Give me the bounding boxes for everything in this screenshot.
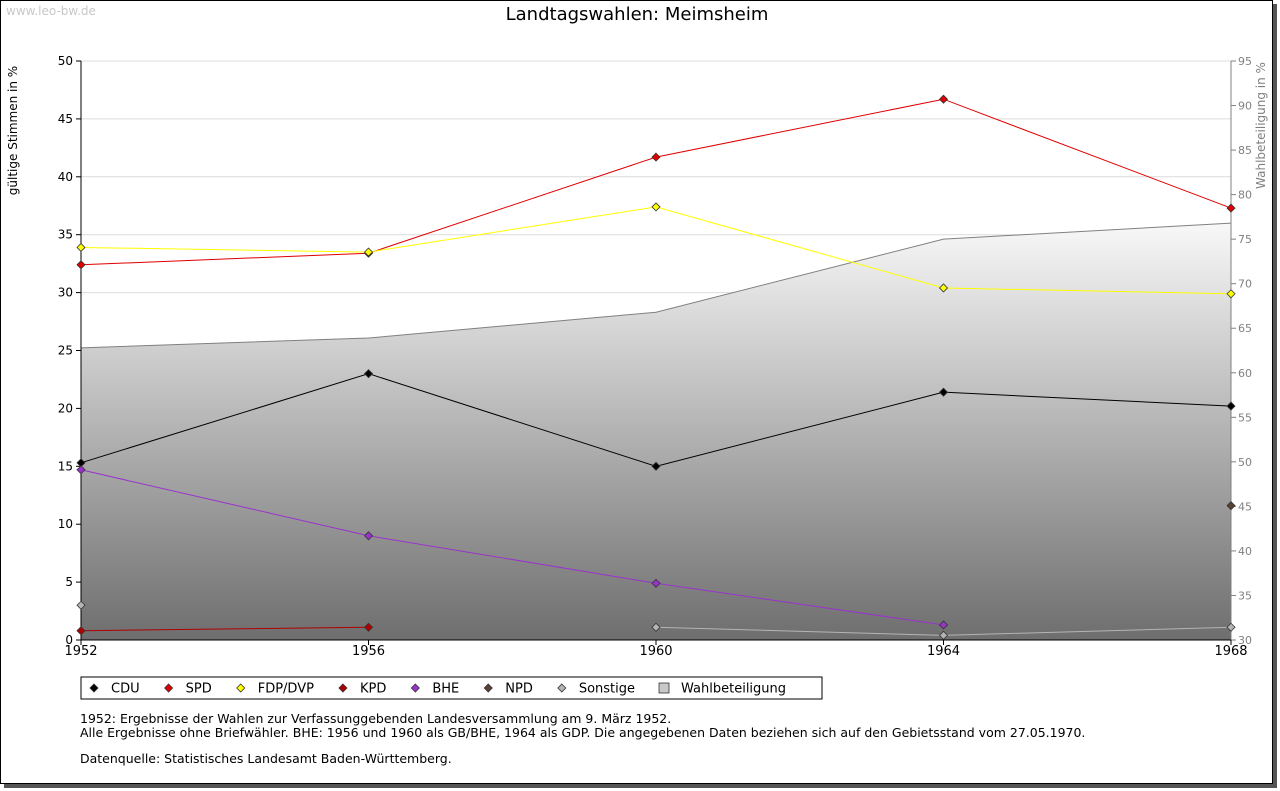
data-point (1226, 289, 1236, 299)
axes: 0 5 10 15 20 25 30 35 40 45 50 30 35 40 45 50 55 60 65 70 75… (6, 54, 1268, 659)
data-point (651, 152, 661, 162)
y2-tick-label: 35 (1238, 589, 1252, 602)
legend-label: FDP/DVP (258, 682, 314, 697)
y2-tick-label: 50 (1238, 456, 1252, 469)
turnout-line (80, 222, 1232, 349)
series-fdpdvp (76, 202, 1236, 299)
data-point (1226, 501, 1236, 511)
y-tick-label: 35 (58, 228, 73, 242)
legend-label: KPD (360, 682, 386, 697)
legend-label: BHE (432, 682, 459, 697)
data-point (363, 622, 374, 632)
data-point (938, 630, 949, 640)
x-tick-label: 1952 (64, 644, 97, 659)
x-tick-label: 1964 (927, 644, 960, 659)
series-kpd (76, 622, 374, 636)
legend-marker (658, 682, 670, 694)
y-tick-label: 40 (58, 170, 73, 184)
y2-tick-label: 55 (1238, 411, 1252, 424)
data-point (76, 626, 86, 636)
legend-marker (338, 683, 348, 693)
data-point (938, 620, 949, 630)
data-point (651, 202, 661, 212)
series-bhe (76, 465, 949, 630)
y-tick-label: 5 (65, 575, 73, 589)
series-line (80, 626, 369, 632)
data-point (1226, 203, 1236, 213)
note-source: Datenquelle: Statistisches Landesamt Bad… (80, 751, 452, 766)
y2-tick-label: 65 (1238, 322, 1252, 335)
data-point (363, 369, 374, 379)
y2-tick-label: 40 (1238, 545, 1252, 558)
y2-axis-title: Wahlbeteiligung in % (1254, 62, 1268, 189)
y-tick-label: 20 (58, 401, 73, 415)
data-point (938, 94, 949, 104)
legend-box (80, 676, 823, 700)
y-tick-label: 45 (58, 112, 73, 126)
data-point (76, 600, 86, 610)
data-point (1226, 401, 1236, 411)
series-line (80, 469, 944, 626)
data-point (363, 247, 374, 257)
legend-label: CDU (111, 682, 140, 697)
x-tick-label: 1960 (639, 644, 672, 659)
legend-marker (557, 683, 567, 693)
y-tick-label: 25 (58, 344, 73, 358)
y-axis-title: gültige Stimmen in % (6, 66, 20, 195)
data-point (651, 461, 661, 471)
data-point (938, 387, 949, 397)
legend-label: Sonstige (579, 682, 635, 697)
legend-marker (410, 683, 420, 693)
legend-marker (164, 683, 174, 693)
data-point (651, 578, 661, 588)
data-point (651, 622, 661, 632)
y2-tick-label: 45 (1238, 500, 1252, 513)
y2-tick-label: 85 (1238, 144, 1252, 157)
data-point (76, 260, 86, 270)
y2-tick-label: 80 (1238, 189, 1252, 202)
note-line-1: 1952: Ergebnisse der Wahlen zur Verfassu… (80, 711, 672, 726)
series-cdu (76, 369, 1236, 471)
data-point (76, 465, 86, 475)
legend-label: NPD (505, 682, 533, 697)
legend-marker (236, 683, 246, 693)
y2-tick-label: 90 (1238, 100, 1252, 113)
legend-marker (483, 683, 493, 693)
turnout-area (81, 223, 1231, 640)
y-tick-label: 0 (65, 633, 73, 647)
y2-tick-label: 75 (1238, 233, 1252, 246)
series-layer (76, 94, 1236, 640)
chart-notes: 1952: Ergebnisse der Wahlen zur Verfassu… (80, 712, 1085, 766)
watermark: www.leo-bw.de (6, 4, 96, 18)
x-tick-label: 1968 (1214, 644, 1247, 659)
note-line-2: Alle Ergebnisse ohne Briefwähler. BHE: 1… (80, 725, 1086, 740)
legend-label: Wahlbeteiligung (681, 682, 786, 697)
y2-tick-label: 30 (1238, 634, 1252, 647)
turnout-area-layer (80, 222, 1232, 640)
y-tick-label: 30 (58, 286, 73, 300)
legend-label: SPD (186, 682, 212, 697)
y-tick-label: 10 (58, 517, 73, 531)
data-point (76, 242, 86, 253)
legend-marker (89, 683, 99, 693)
data-point (363, 531, 374, 541)
y2-tick-label: 60 (1238, 367, 1252, 380)
y2-tick-label: 95 (1238, 55, 1252, 68)
frame-shadow-right (1273, 4, 1277, 787)
chart-title: Landtagswahlen: Meimsheim (506, 4, 769, 25)
y2-tick-label: 70 (1238, 278, 1252, 291)
series-npd (1226, 501, 1236, 511)
legend: CDU SPD FDP/DVP KPD BHE NPD Sonstige Wahlbeteil… (80, 676, 823, 700)
x-tick-label: 1956 (352, 644, 385, 659)
y-tick-label: 50 (58, 54, 73, 68)
data-point (1226, 622, 1236, 632)
frame-shadow-bottom (4, 784, 1277, 788)
y-tick-label: 15 (58, 459, 73, 473)
series-sonstige (76, 600, 1236, 640)
data-point (938, 283, 949, 293)
